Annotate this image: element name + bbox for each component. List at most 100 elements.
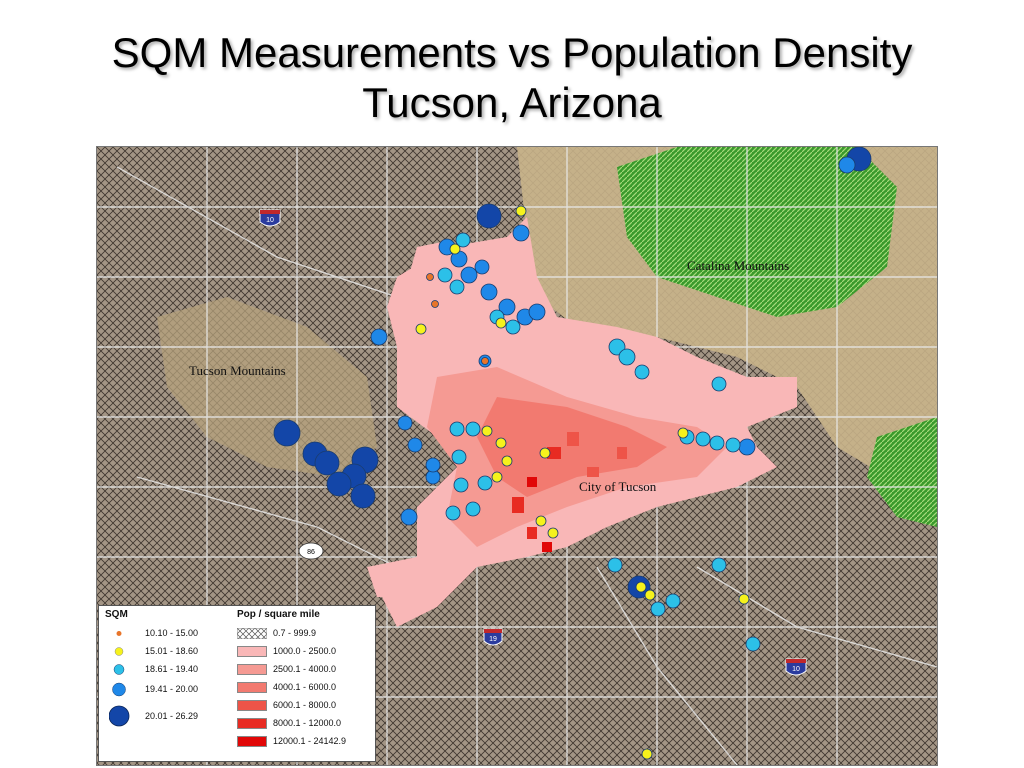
pop-legend-row: 4000.1 - 6000.0 — [237, 680, 371, 695]
sqm-point — [465, 501, 481, 517]
sqm-point — [465, 421, 481, 437]
highway-shield-i10-south: 10 — [785, 658, 807, 676]
pop-legend-row: 1000.0 - 2500.0 — [237, 644, 371, 659]
highway-shield-i19: 19 — [483, 628, 503, 646]
sqm-point — [476, 203, 502, 229]
svg-text:86: 86 — [307, 549, 315, 556]
cyan-dot-icon — [113, 664, 125, 675]
blue-dot-icon — [112, 682, 126, 697]
sqm-point — [455, 232, 471, 248]
sqm-point — [350, 483, 376, 509]
sqm-point — [451, 449, 467, 465]
sqm-point — [711, 557, 727, 573]
pop-swatch — [237, 646, 267, 657]
pop-legend-row: 12000.1 - 24142.9 — [237, 734, 371, 749]
sqm-point — [426, 273, 434, 281]
title-line-2: Tucson, Arizona — [362, 79, 662, 126]
sqm-point — [498, 298, 516, 316]
pop-swatch — [237, 700, 267, 711]
sqm-point — [838, 156, 856, 174]
sqm-point — [650, 601, 666, 617]
sqm-point — [738, 438, 756, 456]
sqm-point — [618, 348, 636, 366]
sqm-point — [326, 471, 352, 497]
sqm-point — [641, 748, 653, 760]
sqm-point — [437, 267, 453, 283]
sqm-point — [481, 357, 489, 365]
sqm-point — [607, 557, 623, 573]
sqm-point — [400, 508, 418, 526]
sqm-point — [477, 475, 493, 491]
sqm-point — [431, 300, 439, 308]
pop-legend-row: 6000.1 - 8000.0 — [237, 698, 371, 713]
pop-legend-row: 0.7 - 999.9 — [237, 626, 371, 641]
tucson-mountains-relief — [157, 297, 377, 477]
svg-text:10: 10 — [266, 217, 274, 224]
sqm-point — [695, 431, 711, 447]
small-orange-dot-icon — [116, 631, 122, 636]
sqm-point — [314, 450, 340, 476]
sqm-point — [528, 303, 546, 321]
catalina-forest — [617, 147, 897, 317]
sqm-legend-row: 20.01 - 26.29 — [109, 704, 229, 728]
sqm-point — [425, 457, 441, 473]
sqm-point — [460, 266, 478, 284]
pop-legend-title: Pop / square mile — [237, 609, 320, 620]
sqm-point — [449, 421, 465, 437]
sqm-legend-row: 10.10 - 15.00 — [109, 626, 229, 641]
sqm-point — [725, 437, 741, 453]
sqm-point — [501, 455, 513, 467]
highway-shield-i10-north: 10 — [259, 209, 281, 227]
yellow-dot-icon — [114, 647, 124, 656]
sqm-legend-row: 18.61 - 19.40 — [109, 662, 229, 677]
sqm-point — [535, 515, 547, 527]
sqm-point — [415, 323, 427, 335]
sqm-point — [539, 447, 551, 459]
sqm-points — [273, 147, 872, 760]
sqm-legend-title: SQM — [105, 609, 128, 620]
pop-legend-row: 2500.1 - 4000.0 — [237, 662, 371, 677]
sqm-point — [491, 471, 503, 483]
sqm-point — [709, 435, 725, 451]
tucson-mountains-label: Tucson Mountains — [189, 363, 286, 378]
sqm-point — [515, 205, 527, 217]
sqm-point — [745, 636, 761, 652]
svg-text:19: 19 — [489, 636, 497, 643]
sqm-point — [738, 593, 750, 605]
sqm-point — [273, 419, 301, 447]
sqm-point — [677, 427, 689, 439]
sqm-point — [453, 477, 469, 493]
pop-legend-row: 8000.1 - 12000.0 — [237, 716, 371, 731]
sqm-point — [495, 437, 507, 449]
sqm-point — [370, 328, 388, 346]
sqm-point — [644, 589, 656, 601]
sqm-point — [547, 527, 559, 539]
sqm-point — [449, 279, 465, 295]
sqm-point — [474, 259, 490, 275]
sqm-point — [512, 224, 530, 242]
sqm-point — [407, 437, 423, 453]
title-line-1: SQM Measurements vs Population Density — [111, 29, 913, 76]
sqm-legend-row: 15.01 - 18.60 — [109, 644, 229, 659]
pop-swatch — [237, 682, 267, 693]
catalina-mountains-label: Catalina Mountains — [687, 258, 789, 273]
urban-density — [367, 217, 797, 627]
sqm-legend-row: 19.41 - 20.00 — [109, 682, 229, 697]
sqm-point — [445, 505, 461, 521]
sqm-point — [665, 593, 681, 609]
hatch-swatch-icon — [237, 628, 267, 639]
sqm-point — [481, 425, 493, 437]
sqm-point — [711, 376, 727, 392]
sqm-point — [480, 283, 498, 301]
highway-shield-sr86: 86 — [298, 542, 324, 560]
sqm-point — [635, 581, 647, 593]
large-navy-dot-icon — [109, 705, 130, 727]
sqm-point — [634, 364, 650, 380]
sqm-point — [505, 319, 521, 335]
sqm-point — [495, 317, 507, 329]
sqm-point — [449, 243, 461, 255]
east-forest — [867, 417, 937, 527]
city-of-tucson-label: City of Tucson — [579, 479, 657, 494]
pop-swatch — [237, 664, 267, 675]
svg-text:10: 10 — [792, 666, 800, 673]
